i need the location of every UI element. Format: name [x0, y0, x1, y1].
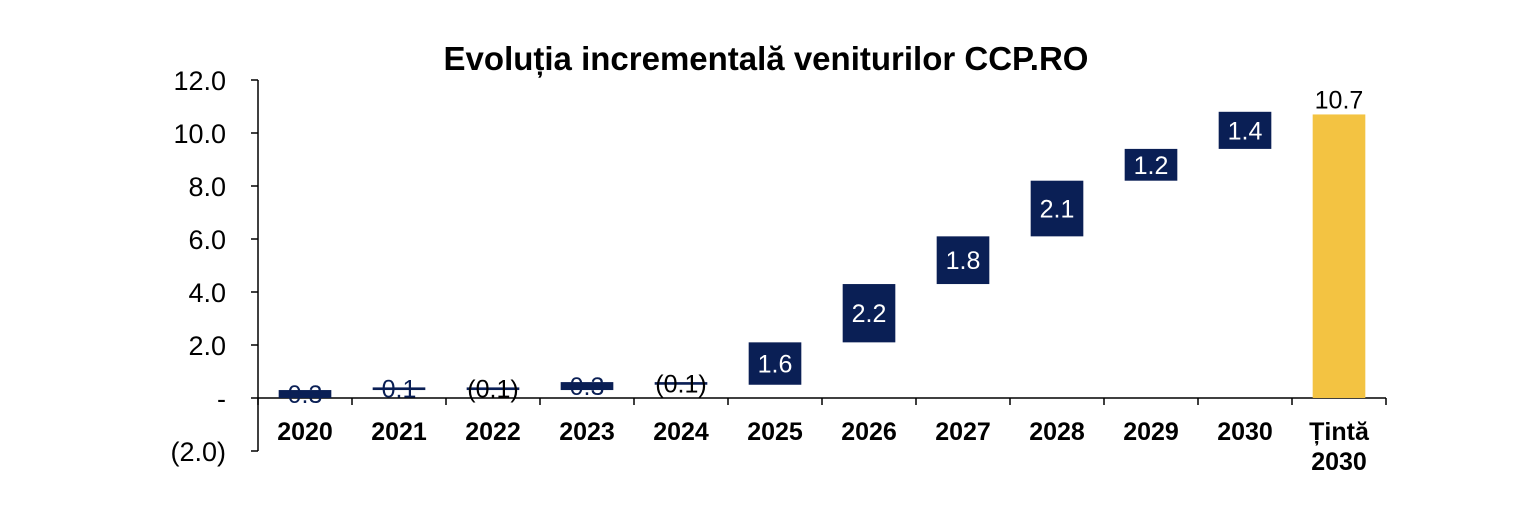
- data-label: 10.7: [1315, 86, 1364, 114]
- data-label: (0.1): [467, 376, 518, 404]
- x-tick-label: Țintă 2030: [1309, 418, 1370, 476]
- increment-bar: [278, 390, 332, 398]
- increment-bar: [372, 387, 426, 391]
- data-label: 0.3: [570, 373, 605, 401]
- total-bar: [1312, 114, 1366, 398]
- data-label: 1.8: [946, 247, 981, 275]
- x-tick-label: 2028: [1029, 418, 1085, 446]
- data-label: 2.2: [852, 300, 887, 328]
- y-tick-label: 12.0: [173, 66, 226, 96]
- x-tick-label: 2024: [653, 418, 709, 446]
- chart-title: Evoluția incrementală veniturilor CCP.RO: [444, 40, 1089, 78]
- increment-bar: [1218, 111, 1272, 149]
- x-tick-label: 2021: [371, 418, 427, 446]
- data-label: 1.2: [1134, 152, 1169, 180]
- data-label: 2.1: [1040, 196, 1075, 224]
- data-label: 0.1: [382, 376, 417, 404]
- x-tick-label: 2027: [935, 418, 991, 446]
- y-tick-label: 10.0: [173, 119, 226, 149]
- y-tick-label: -: [217, 384, 226, 414]
- axes: (2.0) - 2.0 4.0 6.0 8.0 10.0 12.0 2020 2021 2022 20…: [170, 66, 1387, 476]
- increment-bar: [560, 382, 614, 391]
- increment-bar: [1030, 180, 1084, 237]
- y-tick-label: 2.0: [188, 331, 226, 361]
- y-tick-label: 4.0: [188, 278, 226, 308]
- data-label: 1.4: [1228, 117, 1263, 145]
- x-tick-label: 2030: [1217, 418, 1273, 446]
- bars: [278, 111, 1366, 398]
- increment-bar: [842, 284, 896, 343]
- x-tick-label: 2023: [559, 418, 615, 446]
- x-tick-label: 2029: [1123, 418, 1179, 446]
- x-tick-label: 2020: [277, 418, 333, 446]
- x-tick-label: 2026: [841, 418, 897, 446]
- data-label: (0.1): [655, 370, 706, 398]
- increment-bar: [1124, 148, 1178, 181]
- increment-bar: [748, 342, 802, 385]
- increment-bar: [466, 387, 520, 391]
- data-labels: 0.3 0.1 (0.1) 0.3 (0.1) 1.6 2.2 1.8 2.1 1.2 1.4 10.…: [288, 86, 1364, 409]
- y-tick-label: 6.0: [188, 225, 226, 255]
- x-tick-label: 2022: [465, 418, 521, 446]
- y-tick-label: 8.0: [188, 172, 226, 202]
- data-label: 0.3: [288, 381, 323, 409]
- increment-bar: [936, 236, 990, 285]
- x-tick-label: 2025: [747, 418, 803, 446]
- y-tick-label: (2.0): [170, 437, 226, 467]
- increment-bar: [654, 382, 708, 385]
- data-label: 1.6: [758, 351, 793, 379]
